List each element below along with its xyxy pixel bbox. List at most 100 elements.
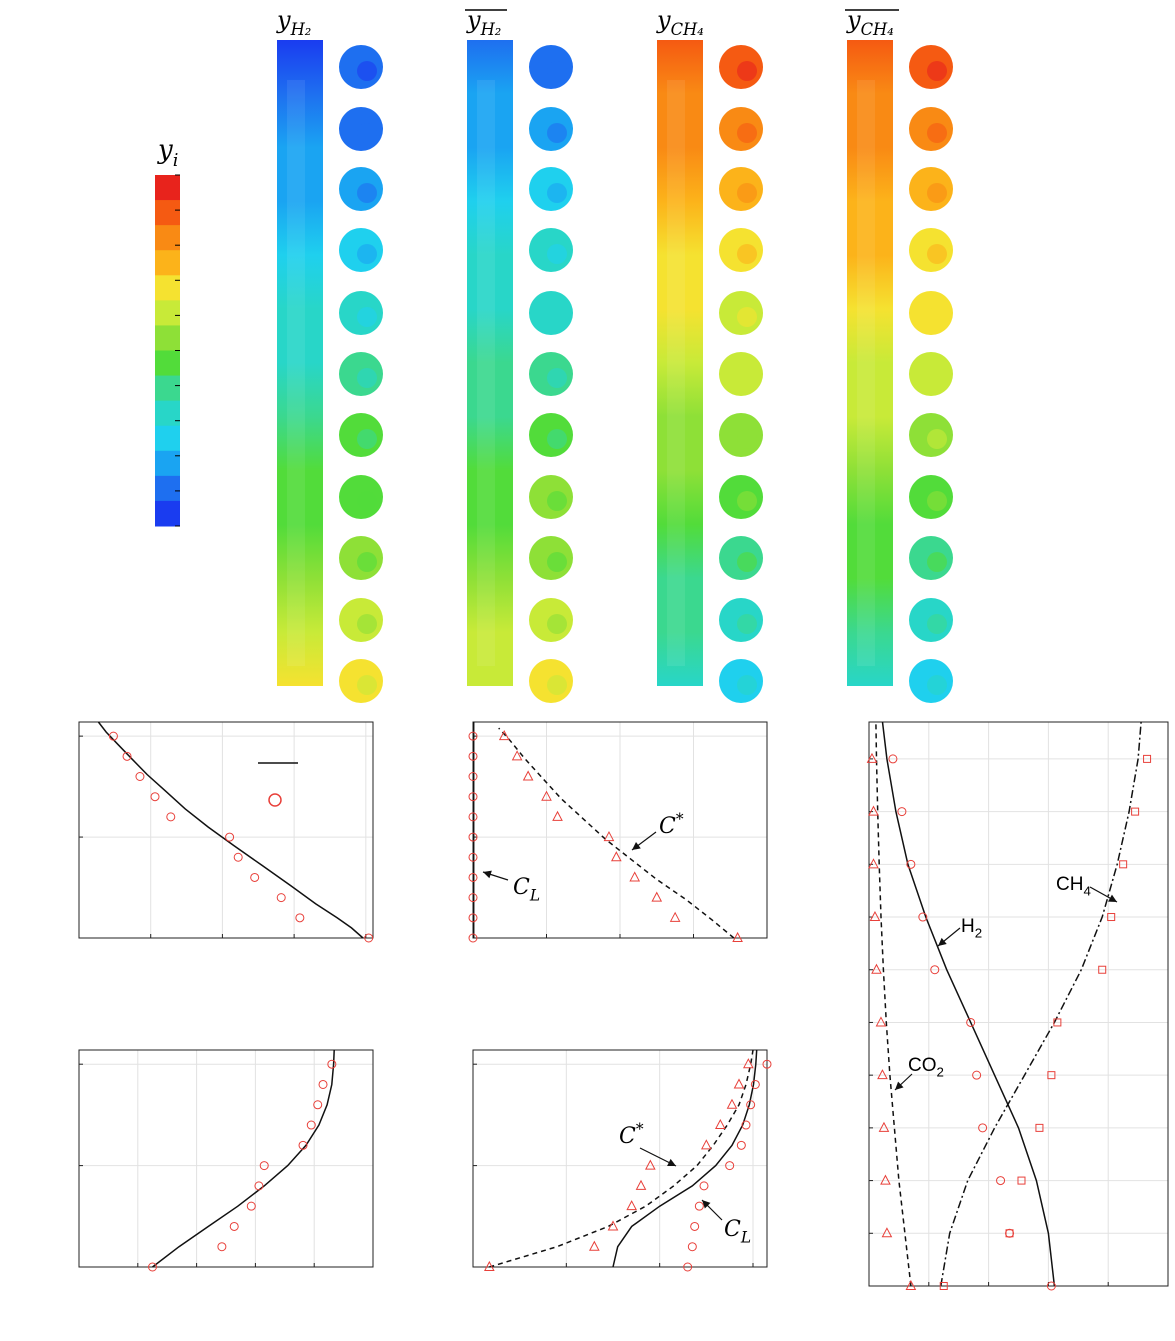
- contour-title-sub: H₂: [290, 20, 312, 39]
- data-point: [905, 1279, 917, 1290]
- plot-frame: [868, 721, 1169, 1287]
- contour-title: yCH₄: [656, 6, 704, 39]
- data-point: [694, 1201, 704, 1211]
- chart-e: [78, 1049, 374, 1272]
- contour-disk-spot: [547, 429, 567, 449]
- contour-disk-spot: [737, 307, 757, 327]
- series-cfd: [108, 731, 374, 943]
- data-point: [327, 1059, 337, 1069]
- plot-frame: [472, 1049, 768, 1268]
- data-point: [468, 933, 478, 943]
- annotation-ch4: CH4: [1056, 874, 1091, 899]
- annotation-c-l-f: CL: [724, 1217, 751, 1247]
- contour-column-2: yH₂: [465, 6, 573, 703]
- data-point: [750, 1079, 760, 1089]
- data-point: [1053, 1018, 1062, 1027]
- data-point: [1131, 807, 1140, 816]
- data-point: [148, 1262, 157, 1272]
- data-point: [1017, 1176, 1026, 1185]
- data-point: [897, 807, 907, 817]
- contour-disk-spot: [547, 183, 567, 203]
- contour-column-band: [287, 80, 305, 666]
- arrow-c-l-f-head: [702, 1200, 711, 1209]
- annotation-c-l-f-sub: L: [740, 1229, 751, 1247]
- contour-disk-spot: [547, 61, 567, 81]
- contour-column-band: [667, 80, 685, 666]
- series-cfd: [148, 1059, 337, 1272]
- data-point: [225, 832, 235, 842]
- contour-disk-spot: [737, 244, 757, 264]
- contour-disk-spot: [547, 552, 567, 572]
- data-point: [918, 912, 928, 922]
- colorbar-segment: [155, 275, 180, 301]
- series-co2: [875, 721, 912, 1287]
- contour-disk-spot: [737, 61, 757, 81]
- data-point: [877, 1069, 888, 1080]
- data-point: [868, 805, 879, 816]
- series-co2-cfd: [866, 752, 917, 1290]
- data-point: [276, 893, 286, 903]
- contour-disk-spot: [927, 368, 947, 388]
- contour-disk-spot: [547, 123, 567, 143]
- contour-title-base: y: [846, 6, 861, 34]
- arrow-c-l-d-head: [483, 870, 492, 879]
- contour-disk-spot: [547, 307, 567, 327]
- arrow-co2-head: [895, 1081, 904, 1090]
- annotation-c-star-f-sup: *: [636, 1121, 644, 1139]
- colorbar-segment: [155, 175, 180, 201]
- contour-disk-spot: [357, 552, 377, 572]
- colorbar-segment: [155, 300, 180, 326]
- annotation-c-star-f-base: C: [619, 1124, 636, 1149]
- data-point: [881, 1227, 893, 1238]
- data-point: [645, 1159, 656, 1170]
- data-point: [875, 1016, 887, 1027]
- contour-disk-spot: [737, 675, 757, 695]
- series-c-: [498, 727, 735, 939]
- data-point: [741, 1120, 751, 1130]
- colorbar-segment: [155, 225, 180, 251]
- annotation-ch4-base: CH: [1056, 874, 1083, 895]
- data-point: [715, 1118, 726, 1130]
- data-point: [254, 1181, 264, 1191]
- annotation-c-l-d-sub: L: [529, 887, 540, 905]
- contour-disk-spot: [357, 614, 377, 634]
- contour-disk-spot: [547, 491, 567, 511]
- data-point: [298, 1140, 308, 1150]
- contour-title-base: y: [466, 6, 481, 34]
- data-point: [552, 810, 563, 821]
- chart-g: [866, 721, 1169, 1291]
- colorbar-segment: [155, 350, 180, 377]
- data-point: [972, 1070, 982, 1080]
- data-point: [726, 1098, 738, 1109]
- contour-disk-spot: [357, 244, 377, 264]
- data-point: [135, 772, 145, 782]
- colorbar-segment: [155, 325, 180, 351]
- contour-disk-spot: [357, 491, 377, 511]
- annotation-co2: CO2: [908, 1055, 944, 1080]
- data-point: [690, 1221, 700, 1231]
- plot-frame: [78, 1049, 374, 1268]
- contour-column-4: yCH₄: [845, 6, 953, 703]
- series-c-: [489, 1049, 754, 1268]
- data-point: [468, 893, 478, 903]
- contour-disk-spot: [547, 675, 567, 695]
- colorbar-title-sub: i: [173, 151, 179, 171]
- contour-disk-spot: [737, 429, 757, 449]
- contour-disk-spot: [357, 675, 377, 695]
- contour-title-base: y: [656, 6, 671, 34]
- colorbar-segment: [155, 250, 180, 276]
- data-point: [468, 731, 478, 741]
- annotation-ch4-sub: 4: [1083, 884, 1090, 899]
- data-point: [869, 910, 881, 922]
- data-point: [364, 933, 374, 943]
- data-point: [295, 913, 305, 923]
- contour-disk-spot: [927, 552, 947, 572]
- contour-disk-spot: [737, 491, 757, 511]
- data-point: [878, 1121, 890, 1132]
- series-line: [498, 727, 735, 939]
- annotation-c-l-d: CL: [513, 875, 540, 905]
- series-c-cfd: [484, 1058, 754, 1271]
- data-point: [468, 792, 478, 802]
- contour-disk-spot: [927, 244, 947, 264]
